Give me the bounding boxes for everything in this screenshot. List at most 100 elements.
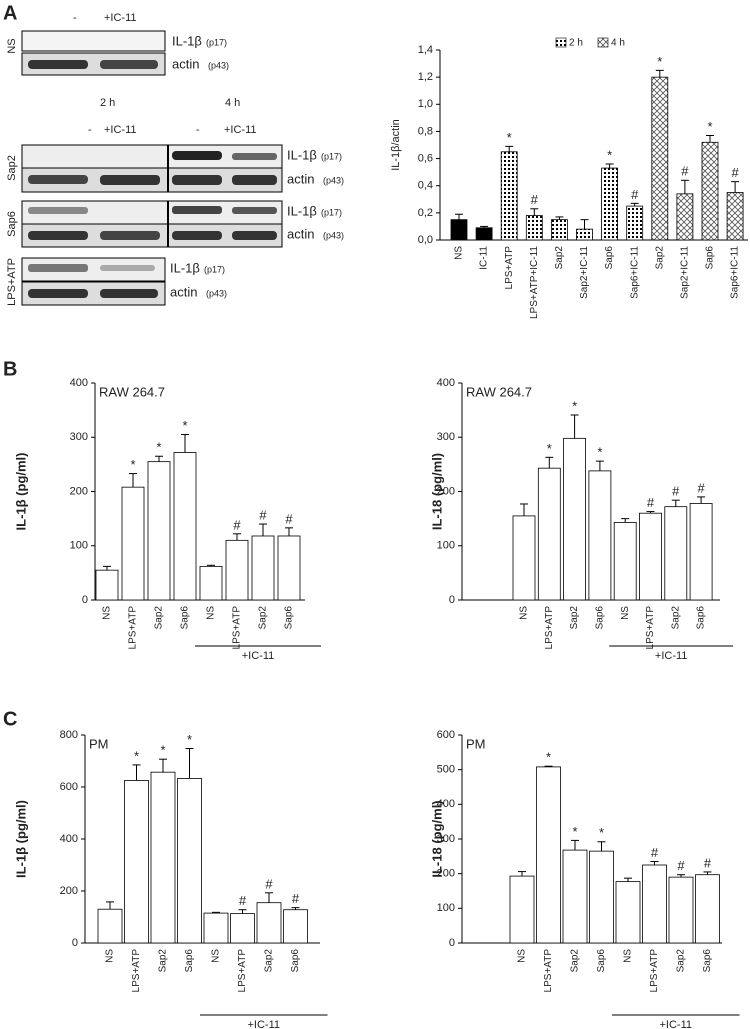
y-tick-label: 1,4 xyxy=(418,44,433,56)
time-label: 4 h xyxy=(225,97,240,109)
significance-marker: * xyxy=(657,54,662,69)
bar xyxy=(277,535,301,601)
x-tick-label: LPS+ATP xyxy=(543,949,554,993)
bar xyxy=(701,141,719,241)
significance-marker: # xyxy=(681,164,689,179)
bar-chart: 0 100 200 300 400 500 600 IL-18 (pg/ml) PM NS * LPS… xyxy=(429,729,740,1029)
x-tick-label: Sap2 xyxy=(570,949,581,973)
significance-marker: # xyxy=(647,495,655,510)
blot-smear xyxy=(28,289,88,298)
x-tick-label: NS xyxy=(517,949,528,963)
protein-label: IL-1β xyxy=(172,33,202,48)
y-tick-label: 200 xyxy=(437,868,455,880)
y-tick-label: 600 xyxy=(60,781,78,793)
legend-swatch xyxy=(597,37,609,48)
blot-smear xyxy=(100,289,158,298)
y-axis-label: IL-18 (pg/ml) xyxy=(429,453,444,530)
bar xyxy=(147,461,171,601)
x-tick-label: NS xyxy=(105,949,116,963)
x-tick-label: LPS+ATP xyxy=(237,949,248,993)
protein-size: (p17) xyxy=(206,37,227,47)
y-tick-label: 0 xyxy=(72,937,78,949)
x-tick-label: LPS+ATP xyxy=(232,606,243,650)
y-tick-label: 400 xyxy=(70,377,88,389)
lane-label: - xyxy=(73,12,77,24)
bar xyxy=(500,151,518,241)
blot-band xyxy=(21,257,166,282)
bar xyxy=(642,864,667,944)
blot-smear xyxy=(28,175,88,184)
bar xyxy=(689,503,713,601)
bar xyxy=(562,849,588,944)
significance-marker: * xyxy=(182,418,187,433)
x-tick-label: Sap2 xyxy=(569,606,580,630)
protein-label: actin xyxy=(287,171,314,186)
significance-marker: # xyxy=(631,187,639,202)
significance-marker: # xyxy=(704,855,712,870)
significance-marker: # xyxy=(731,165,739,180)
significance-marker: * xyxy=(607,147,612,162)
group-label: +IC-11 xyxy=(659,1019,692,1029)
x-tick-label: Sap2 xyxy=(654,246,665,270)
bar xyxy=(230,913,255,944)
y-tick-label: 0,2 xyxy=(418,207,433,219)
sample-label: Sap2 xyxy=(6,155,18,181)
x-tick-label: NS xyxy=(623,949,634,963)
x-tick-label: NS xyxy=(102,606,113,620)
significance-marker: * xyxy=(597,445,602,460)
x-tick-label: Sap6+IC-11 xyxy=(629,246,640,299)
bar xyxy=(651,76,669,241)
bar xyxy=(121,486,145,601)
x-tick-label: Sap2+IC-11 xyxy=(680,246,691,299)
chart-annotation: RAW 264.7 xyxy=(466,384,532,399)
significance-marker: # xyxy=(259,507,267,522)
bar xyxy=(225,539,249,601)
y-tick-label: 500 xyxy=(437,764,455,776)
x-tick-label: Sap2 xyxy=(670,606,681,630)
significance-marker: # xyxy=(239,893,247,908)
protein-size: (p17) xyxy=(321,207,342,217)
significance-marker: * xyxy=(130,457,135,472)
blot-smear xyxy=(232,231,277,240)
significance-marker: * xyxy=(707,119,712,134)
significance-marker: * xyxy=(599,825,604,840)
y-tick-label: 0 xyxy=(449,937,455,949)
panel-label: B xyxy=(3,358,17,380)
legend-label: 2 h xyxy=(569,38,583,49)
significance-marker: # xyxy=(285,511,293,526)
protein-size: (p43) xyxy=(208,60,229,70)
blot-smear xyxy=(28,264,88,272)
significance-marker: * xyxy=(572,398,577,413)
protein-size: (p17) xyxy=(204,264,225,274)
bar xyxy=(537,467,561,601)
y-axis-label: IL-18 (pg/ml) xyxy=(429,800,444,877)
x-tick-label: Sap2 xyxy=(154,606,165,630)
y-tick-label: 100 xyxy=(437,902,455,914)
y-tick-label: 600 xyxy=(437,729,455,741)
y-tick-label: 300 xyxy=(70,431,88,443)
y-axis-label: IL-1β (pg/ml) xyxy=(13,800,28,878)
x-tick-label: Sap2 xyxy=(264,949,275,973)
y-tick-label: 0,6 xyxy=(418,152,433,164)
bar xyxy=(551,219,568,241)
y-tick-label: 0 xyxy=(82,594,88,606)
significance-marker: # xyxy=(531,192,539,207)
blot-smear xyxy=(28,60,88,69)
significance-marker: * xyxy=(187,732,192,747)
x-tick-label: Sap6 xyxy=(705,246,716,270)
protein-label: IL-1β xyxy=(287,203,317,218)
x-tick-label: LPS+ATP xyxy=(645,606,656,650)
bar xyxy=(664,506,688,601)
blot-band xyxy=(21,52,166,76)
significance-marker: # xyxy=(265,876,273,891)
significance-marker: * xyxy=(160,743,165,758)
bar xyxy=(475,227,493,241)
bar xyxy=(601,167,618,241)
blot-smear xyxy=(232,207,277,214)
blot-smear xyxy=(232,153,277,160)
bar-chart: 0 100 200 300 400 IL-18 (pg/ml) RAW 264.7 NS * LP… xyxy=(429,377,734,662)
bar xyxy=(95,569,119,601)
lane-label: +IC-11 xyxy=(104,12,137,24)
significance-marker: # xyxy=(233,517,241,532)
